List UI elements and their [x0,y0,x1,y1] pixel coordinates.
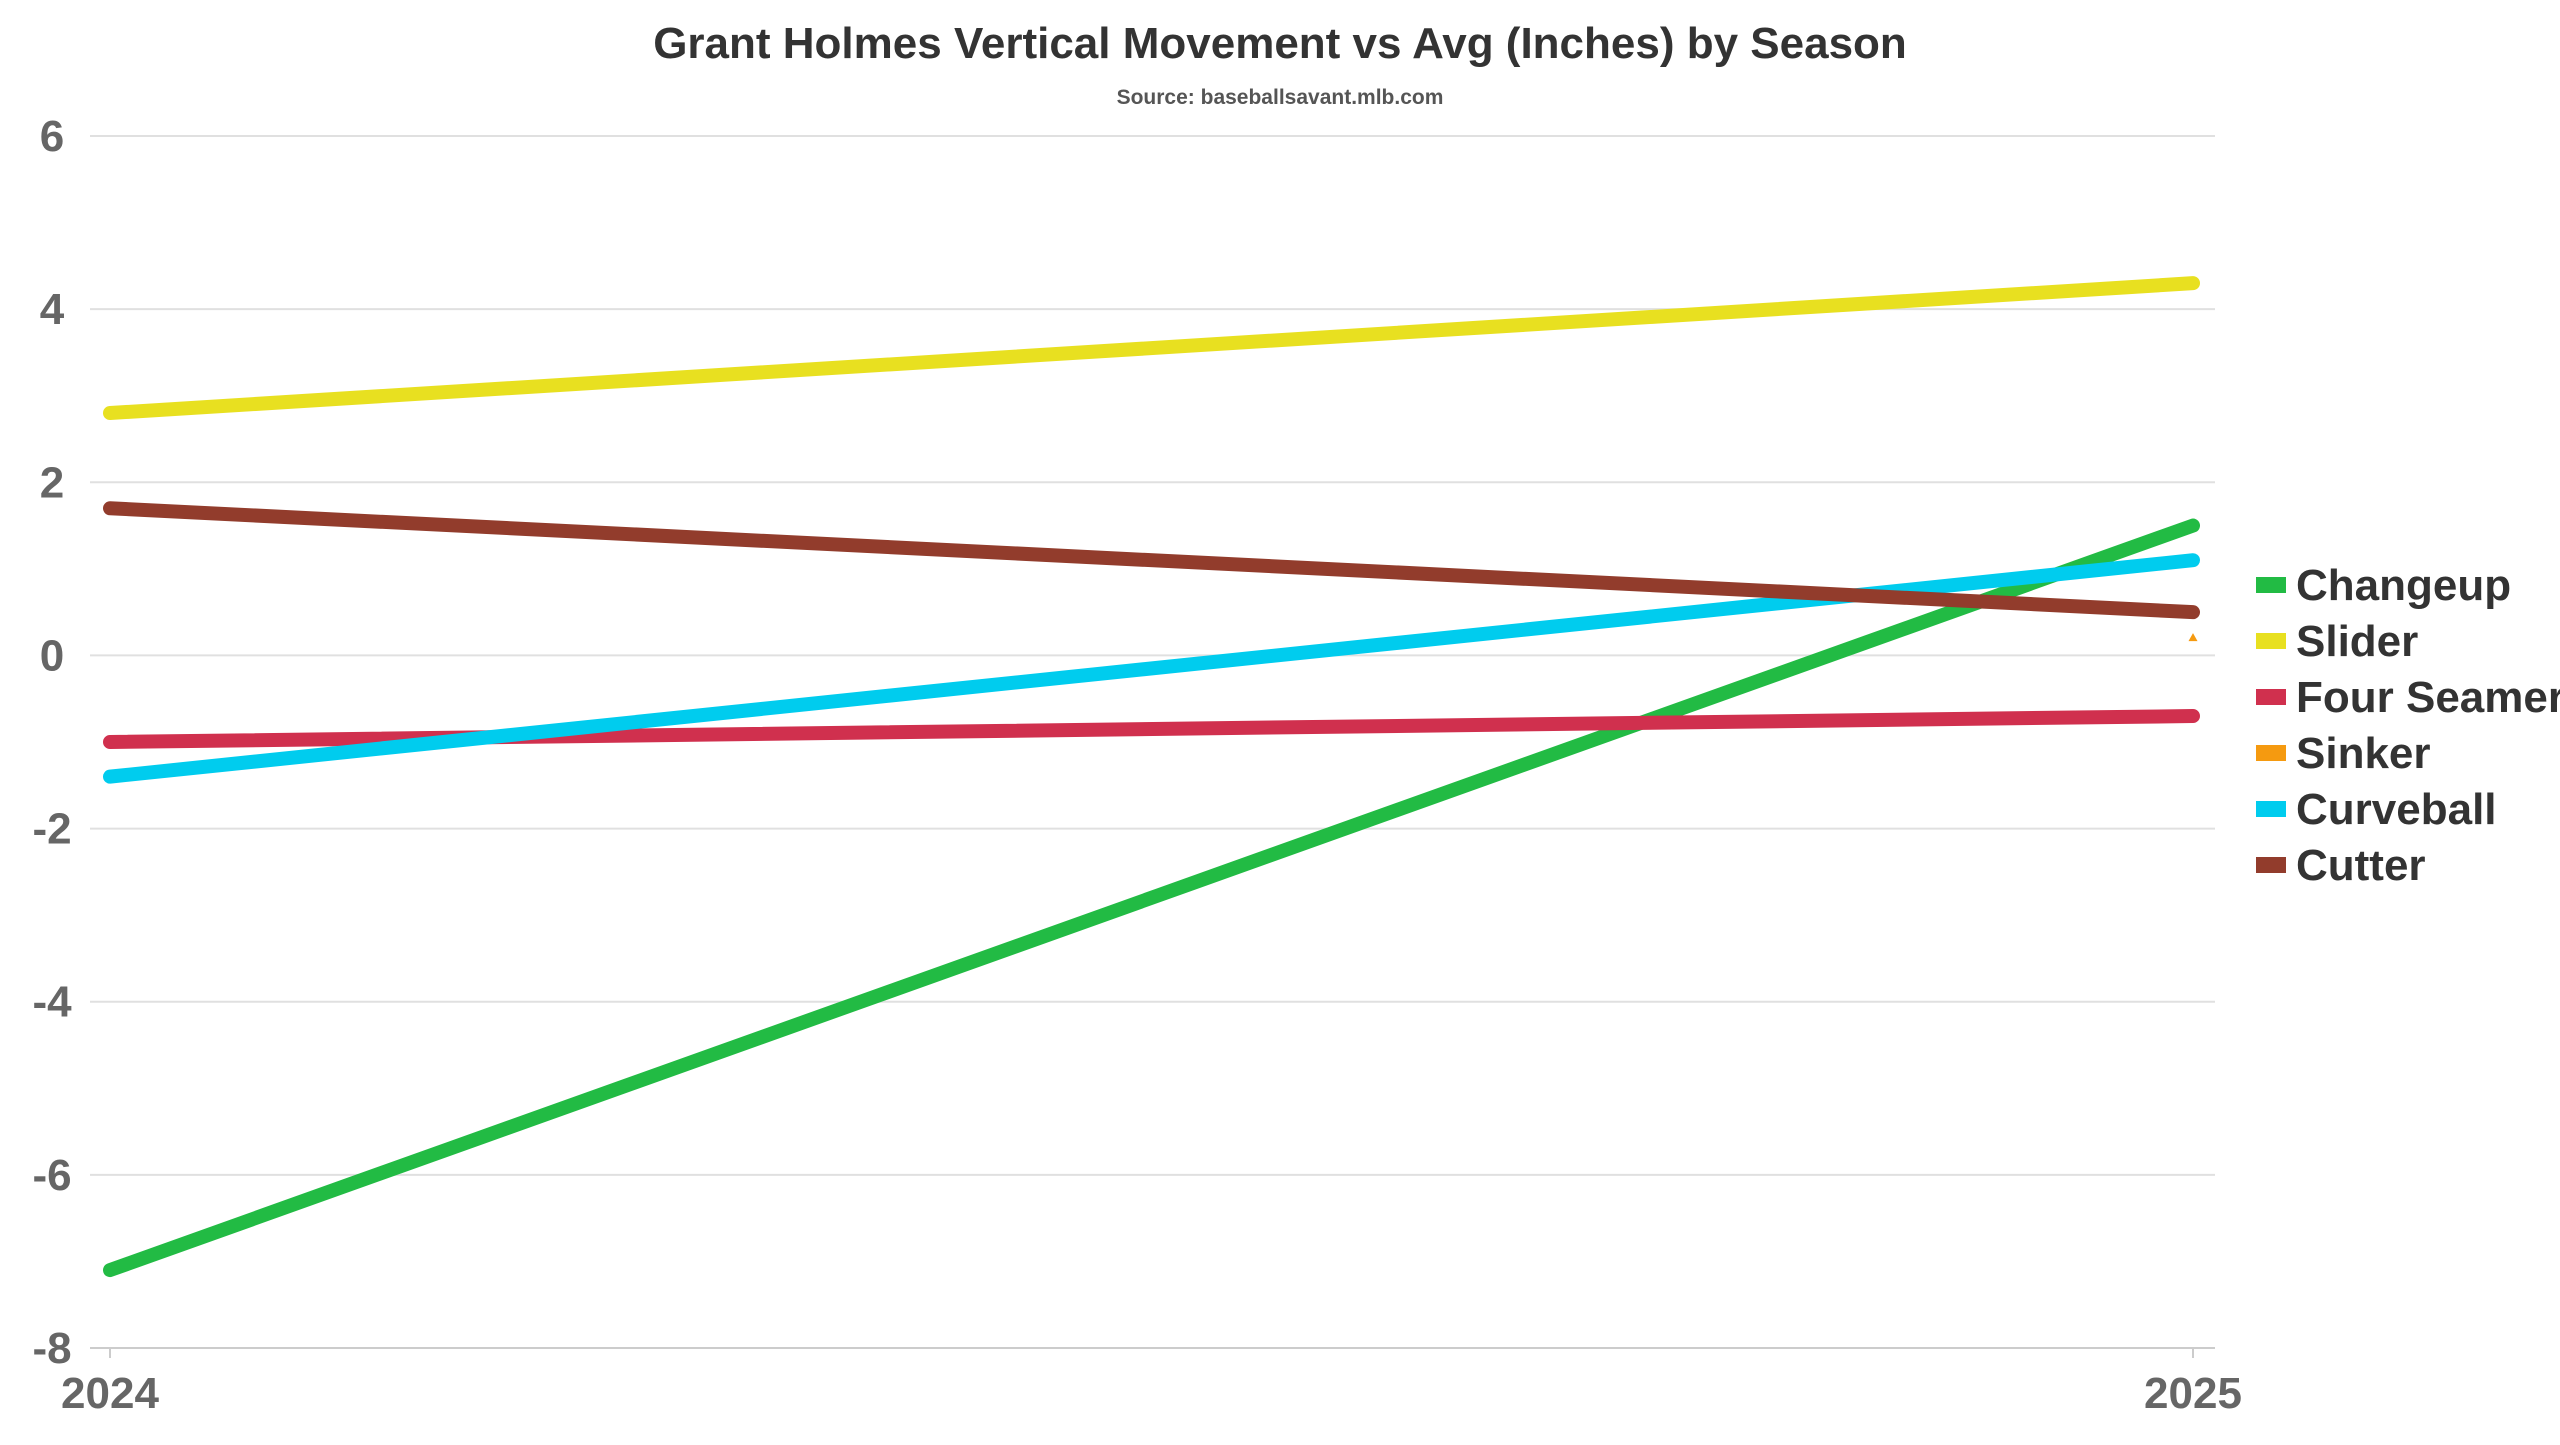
legend: Changeup Slider Four Seamer Sinker Curveball… [2256,561,2560,890]
gridlines [90,135,2215,1349]
legend-swatch-sinker [2256,745,2286,761]
x-tick-label: 2024 [61,1369,159,1418]
legend-swatch-slider [2256,633,2286,649]
series-line-slider [103,276,2200,421]
chart-title: Grant Holmes Vertical Movement vs Avg (I… [653,19,1907,68]
legend-label-curveball: Curveball [2296,785,2497,834]
legend-label-four-seamer: Four Seamer [2296,673,2560,722]
series-lines [103,276,2200,1278]
legend-label-changeup: Changeup [2296,561,2511,610]
y-tick-label: 4 [40,285,65,334]
y-tick-label: -6 [32,1151,71,1200]
series-line-changeup [103,518,2200,1278]
legend-swatch-cutter [2256,857,2286,873]
y-tick-label: 2 [40,458,64,507]
x-tick-label: 2025 [2144,1369,2242,1418]
y-tick-label: 6 [40,112,64,161]
series-line-cutter [103,501,2200,620]
y-tick-label: -8 [32,1324,71,1373]
legend-swatch-four-seamer [2256,689,2286,705]
legend-label-slider: Slider [2296,617,2418,666]
y-tick-label: -2 [32,805,71,854]
legend-swatch-curveball [2256,801,2286,817]
chart-subtitle: Source: baseballsavant.mlb.com [1117,86,1444,109]
series-point-sinker [2188,633,2198,642]
legend-label-cutter: Cutter [2296,841,2426,890]
y-tick-label: -4 [32,978,72,1027]
y-axis-ticks: 6 4 2 0 -2 -4 -6 -8 [32,112,72,1373]
x-axis-ticks: 2024 2025 [61,1348,2242,1418]
y-tick-label: 0 [40,631,64,680]
legend-label-sinker: Sinker [2296,729,2431,778]
legend-swatch-changeup [2256,577,2286,593]
